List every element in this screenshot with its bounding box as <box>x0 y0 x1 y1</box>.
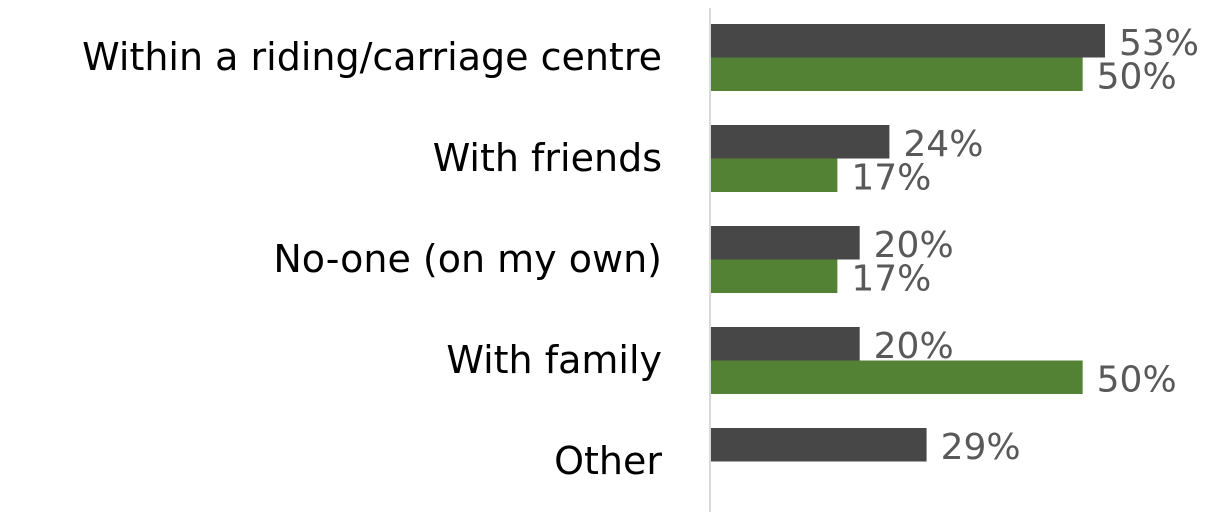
data-label: 17% <box>851 258 931 299</box>
bar <box>711 259 838 293</box>
data-label: 29% <box>941 427 1021 468</box>
category-label: Other <box>554 439 662 483</box>
bar <box>711 125 890 159</box>
data-label: 20% <box>874 326 954 367</box>
category-label: Within a riding/carriage centre <box>82 35 662 79</box>
data-label: 24% <box>903 124 983 165</box>
category-label: With family <box>446 338 662 382</box>
bar <box>711 57 1083 91</box>
bar <box>711 24 1105 58</box>
bar <box>711 327 860 361</box>
data-label: 50% <box>1097 56 1177 97</box>
category-label: With friends <box>433 136 662 180</box>
bar <box>711 226 860 260</box>
bar <box>711 360 1083 394</box>
data-label: 53% <box>1119 23 1199 64</box>
data-label: 50% <box>1097 359 1177 400</box>
bar <box>711 158 838 192</box>
bar <box>711 428 927 462</box>
category-label: No-one (on my own) <box>273 237 662 281</box>
data-label: 20% <box>874 225 954 266</box>
data-label: 17% <box>851 157 931 198</box>
